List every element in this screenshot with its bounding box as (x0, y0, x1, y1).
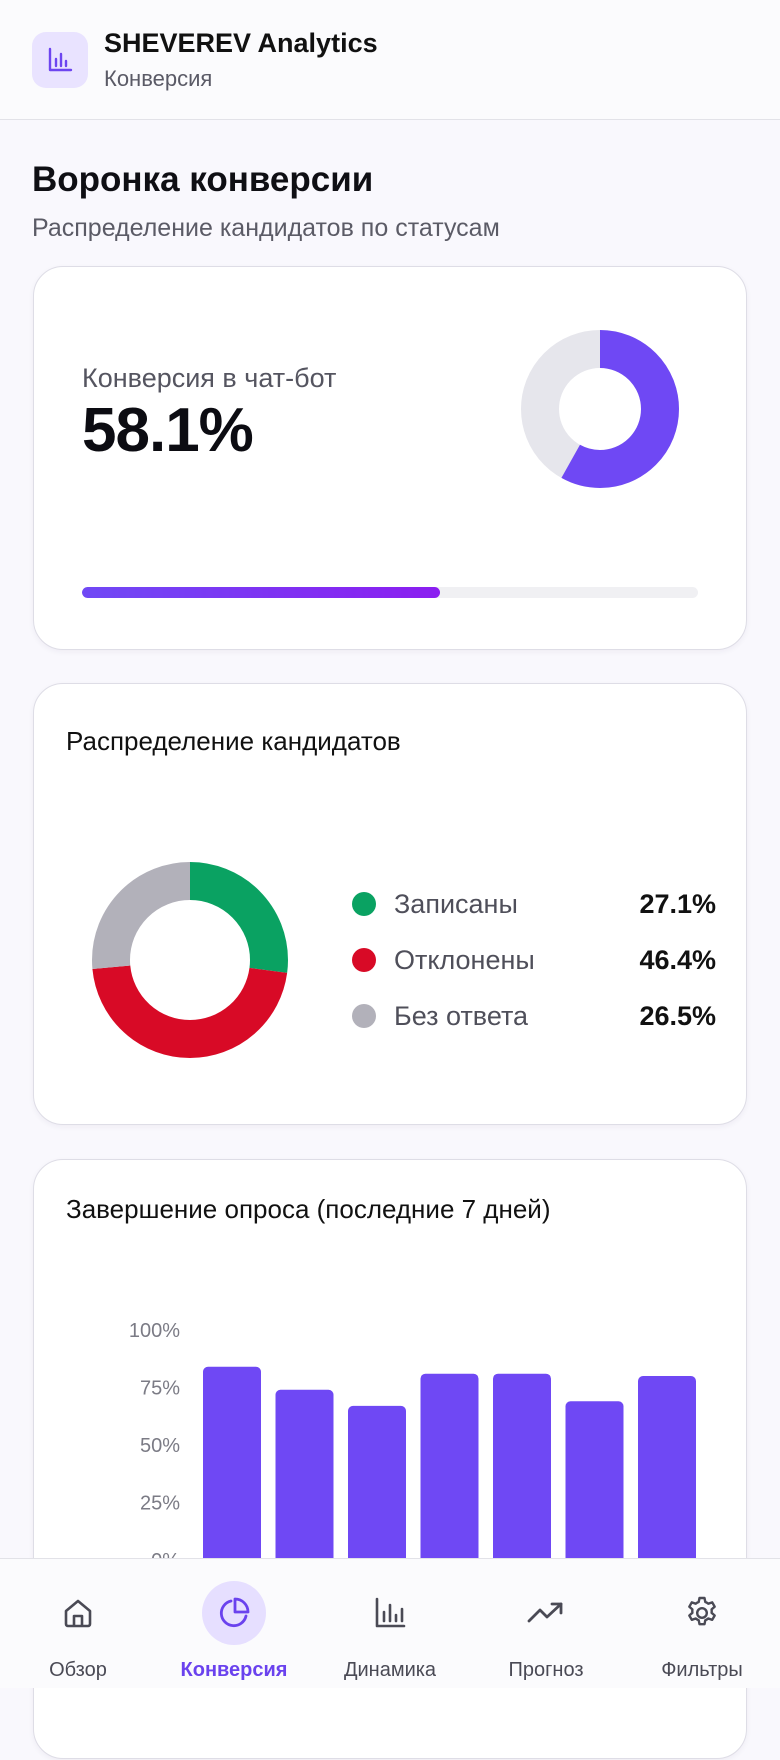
distribution-title: Распределение кандидатов (66, 726, 401, 756)
nav-label: Обзор (49, 1659, 107, 1681)
y-tick-label: 75% (140, 1378, 180, 1400)
chart-bar (565, 1401, 624, 1580)
conversion-card: Конверсия в чат-бот 58.1% (33, 266, 747, 650)
nav-icon-wrap (514, 1581, 578, 1645)
legend-dot-icon (352, 892, 376, 916)
legend-label: Без ответа (394, 1000, 529, 1031)
conversion-donut-fill (521, 330, 679, 488)
nav-item-dynamics[interactable]: Динамика (312, 1559, 468, 1689)
survey-bar-chart: 100%75%50%25%0% (129, 1320, 696, 1580)
chart-bar (493, 1373, 551, 1580)
nav-label: Прогноз (508, 1659, 584, 1681)
conversion-donut (521, 330, 679, 488)
legend-label: Отклонены (394, 944, 535, 975)
nav-icon-wrap (202, 1581, 266, 1645)
nav-item-overview[interactable]: Обзор (0, 1559, 156, 1689)
nav-icon-wrap (358, 1581, 422, 1645)
conversion-value: 58.1% (82, 396, 254, 465)
legend-item-otkloneny: Отклонены 46.4% (352, 940, 716, 980)
y-tick-label: 50% (140, 1435, 180, 1457)
chart-bar (348, 1405, 406, 1580)
nav-icon-wrap (46, 1581, 110, 1645)
pie-chart-icon (219, 1597, 250, 1628)
home-icon (64, 1599, 92, 1628)
conversion-progress-fill (82, 587, 440, 598)
chart-bar (638, 1376, 696, 1580)
conversion-progress-bar (82, 587, 698, 598)
legend-label: Записаны (394, 888, 518, 919)
legend-value: 46.4% (639, 944, 716, 975)
conversion-label: Конверсия в чат-бот (82, 363, 337, 393)
chart-bar (275, 1389, 334, 1580)
nav-item-forecast[interactable]: Прогноз (468, 1559, 624, 1689)
app-header: SHEVEREV Analytics Конверсия (0, 0, 780, 120)
donut-slice (92, 862, 288, 1058)
chart-bar (420, 1373, 479, 1580)
bottom-nav: Обзор Конверсия Динамика Прогноз (0, 1558, 780, 1688)
bar-chart-icon (48, 47, 73, 72)
nav-label: Конверсия (180, 1659, 288, 1681)
legend-item-zapisany: Записаны 27.1% (352, 884, 716, 924)
y-tick-label: 25% (140, 1493, 180, 1515)
nav-label: Фильтры (661, 1659, 743, 1681)
chart-bar (203, 1366, 261, 1580)
nav-item-conversion[interactable]: Конверсия (156, 1559, 312, 1689)
y-tick-label: 100% (129, 1320, 180, 1342)
legend-value: 26.5% (639, 1000, 716, 1031)
section-subtitle: Распределение кандидатов по статусам (32, 214, 500, 242)
distribution-card: Распределение кандидатов Записаны 27.1% … (33, 683, 747, 1125)
bar-chart-icon (375, 1597, 406, 1628)
legend-dot-icon (352, 1004, 376, 1028)
app-logo (32, 32, 88, 88)
app-title: SHEVEREV Analytics (104, 28, 378, 58)
legend-dot-icon (352, 948, 376, 972)
page-subtitle: Конверсия (104, 66, 213, 91)
legend-value: 27.1% (639, 888, 716, 919)
donut-slice (92, 862, 288, 1058)
nav-item-filters[interactable]: Фильтры (624, 1559, 780, 1689)
distribution-donut (92, 862, 288, 1058)
nav-icon-wrap (670, 1581, 734, 1645)
section-title: Воронка конверсии (32, 160, 374, 199)
legend-item-bez-otveta: Без ответа 26.5% (352, 996, 716, 1036)
survey-title: Завершение опроса (последние 7 дней) (66, 1194, 551, 1224)
trend-up-icon (527, 1602, 563, 1623)
nav-label: Динамика (343, 1659, 437, 1681)
gear-icon (688, 1596, 716, 1626)
